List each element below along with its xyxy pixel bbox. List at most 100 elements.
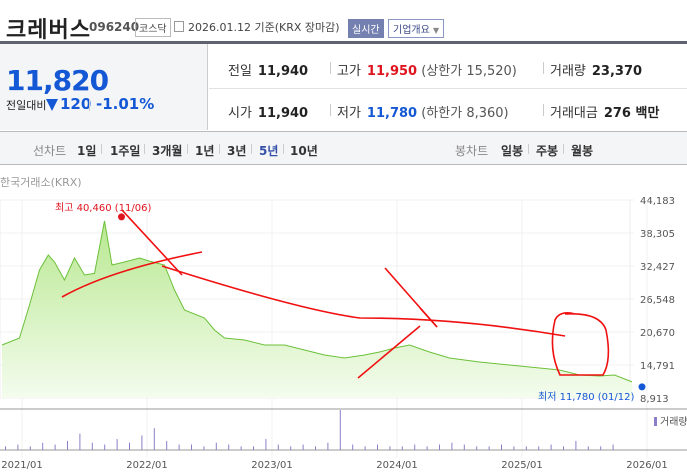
- volume-bar: [315, 446, 316, 450]
- volume-bar: [153, 428, 155, 450]
- volume-legend: 거래량: [660, 416, 687, 428]
- divider: [543, 104, 544, 116]
- high-label: 최고 40,460 (11/06): [55, 202, 151, 214]
- volume-bar: [79, 433, 81, 450]
- x-tick-label: 2025/01: [501, 460, 543, 471]
- tab-3y[interactable]: 3년: [227, 144, 247, 158]
- stock-name: 크레버스: [6, 18, 91, 43]
- volume-bar: [389, 446, 391, 450]
- volume-bar: [439, 444, 440, 450]
- y-tick-label: 14,791: [640, 361, 675, 372]
- volume-bar: [302, 444, 304, 450]
- stat-label: 시가: [228, 106, 252, 121]
- volume-bar: [525, 446, 527, 450]
- tab-weekly[interactable]: 주봉: [536, 144, 559, 158]
- volume-bar: [104, 444, 106, 450]
- x-tick-label: 2023/01: [251, 460, 293, 471]
- stat-value: 11,780: [366, 106, 418, 121]
- volume-bar: [116, 439, 118, 450]
- volume-bar: [67, 440, 68, 450]
- volume-bar: [166, 440, 168, 450]
- base-date: 2026.01.12 기준(KRX 장마감): [188, 21, 340, 34]
- volume-bar: [240, 446, 242, 450]
- volume-bar: [265, 439, 267, 450]
- divider: [89, 99, 90, 111]
- stat-value: 276 백만: [603, 106, 660, 121]
- lower-limit: (하한가 8,360): [421, 106, 509, 121]
- volume-bar: [178, 444, 180, 450]
- upper-limit: (상한가 15,520): [421, 64, 517, 79]
- divider: [543, 62, 544, 74]
- volume-bar: [414, 444, 416, 450]
- volume-bar: [612, 444, 614, 450]
- stat-label: 저가: [337, 106, 361, 121]
- volume-bar: [17, 444, 19, 450]
- price-line: [1, 220, 633, 383]
- down-triangle-icon: [46, 99, 58, 111]
- tab-1y[interactable]: 1년: [195, 144, 215, 158]
- volume-bar: [426, 446, 428, 450]
- chart-tabs-bar: 선차트 1일 1주일 3개월 1년 3년 5년 10년 봉차트 일봉 주봉 월봉: [0, 131, 687, 165]
- volume-legend-swatch: [654, 417, 657, 426]
- tab-1w[interactable]: 1주일: [110, 144, 141, 158]
- volume-bar: [476, 446, 478, 450]
- stat-low: 저가 11,780 (하한가 8,360): [337, 102, 509, 121]
- stat-label: 전일: [228, 64, 252, 79]
- stat-label: 거래량: [550, 64, 586, 79]
- volume-bar: [141, 435, 143, 450]
- tab-5y[interactable]: 5년: [259, 144, 279, 158]
- volume-bar: [42, 442, 44, 450]
- volume-bar: [451, 442, 453, 450]
- volume-bar: [364, 446, 366, 450]
- stat-value: 11,940: [257, 106, 309, 121]
- volume-bar: [228, 444, 230, 450]
- volume-bar: [253, 446, 254, 450]
- tab-3m[interactable]: 3개월: [152, 144, 183, 158]
- volume-bar: [575, 440, 577, 450]
- volume-bar: [501, 444, 502, 450]
- volume-bar: [129, 442, 130, 450]
- volume-bar: [339, 410, 341, 450]
- volume-bar: [538, 446, 540, 450]
- y-tick-label: 26,548: [640, 295, 675, 306]
- price-change-pct: -1.01%: [96, 95, 155, 113]
- stat-high: 고가 11,950 (상한가 15,520): [337, 60, 517, 79]
- volume-bar: [563, 446, 564, 450]
- high-point-marker: [118, 213, 125, 221]
- x-tick-label: 2022/01: [126, 460, 168, 471]
- volume-bar: [5, 446, 6, 450]
- volume-bar: [377, 444, 378, 450]
- data-source: 한국거래소(KRX): [0, 176, 82, 189]
- volume-bar: [600, 446, 602, 450]
- stat-value: 11,950: [366, 64, 418, 79]
- x-tick-label: 2021/01: [1, 460, 43, 471]
- corp-info-dropdown[interactable]: 기업개요 ▼: [388, 19, 445, 38]
- volume-bar: [327, 442, 329, 450]
- x-tick-label: 2024/01: [376, 460, 418, 471]
- low-point-marker: [638, 383, 646, 391]
- calendar-icon: [174, 21, 184, 32]
- tab-1d[interactable]: 1일: [77, 144, 97, 158]
- stat-value: 11,940: [257, 64, 309, 79]
- stat-label: 고가: [337, 64, 361, 79]
- current-price: 11,820: [6, 64, 109, 97]
- line-chart-label: 선차트: [33, 144, 67, 158]
- y-tick-label: 44,183: [640, 196, 675, 207]
- tab-10y[interactable]: 10년: [290, 144, 318, 158]
- volume-bar: [215, 442, 217, 450]
- hand-drawn-annotations: [61, 209, 610, 379]
- divider: [330, 62, 331, 74]
- price-chart: 44,183 38,305 32,427 26,548 20,670 14,791 8,91…: [0, 196, 687, 471]
- volume-bar: [203, 446, 205, 450]
- realtime-button[interactable]: 실시간: [348, 19, 384, 38]
- volume-bar: [54, 444, 56, 450]
- stat-value: 23,370: [591, 64, 643, 79]
- tab-monthly[interactable]: 월봉: [571, 144, 594, 158]
- stat-prev: 전일 11,940: [228, 60, 308, 79]
- divider: [330, 104, 331, 116]
- x-tick-label: 2026/01: [626, 460, 668, 471]
- corp-info-label: 기업개요: [393, 25, 430, 36]
- tab-daily[interactable]: 일봉: [501, 144, 524, 158]
- price-change: 120: [60, 95, 92, 113]
- y-tick-label: 20,670: [640, 328, 675, 339]
